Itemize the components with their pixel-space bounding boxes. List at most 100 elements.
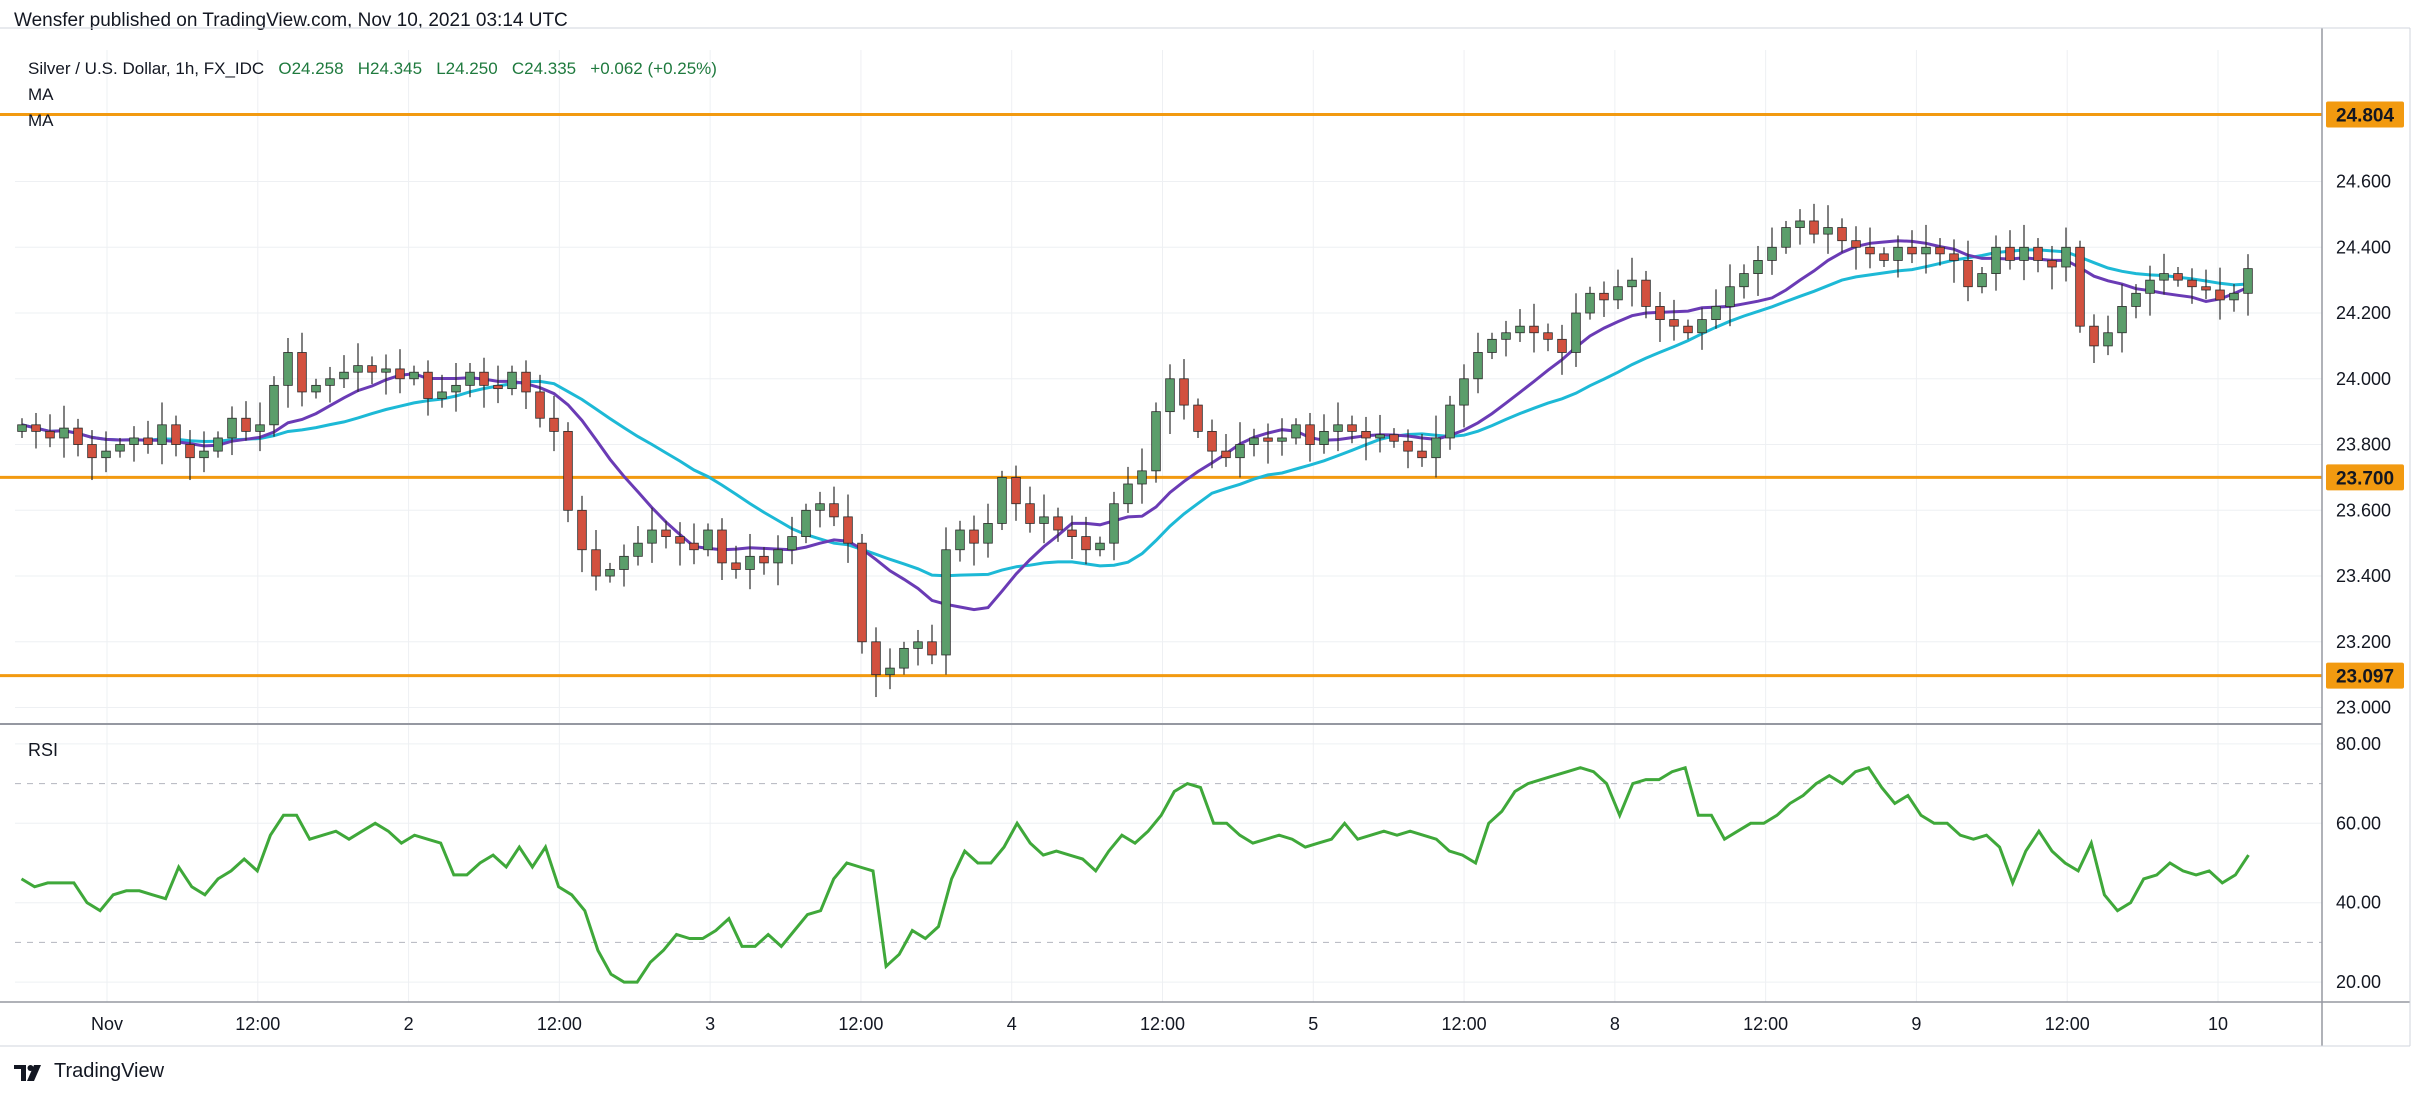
candle [129, 426, 139, 462]
candle [1445, 395, 1455, 450]
publisher-line: Wensfer published on TradingView.com, No… [14, 10, 568, 31]
candle-body [45, 430, 55, 439]
candle [1263, 423, 1273, 464]
candle [1935, 238, 1945, 266]
candle [1501, 320, 1511, 357]
candle-body [745, 555, 755, 570]
candle-body [591, 549, 601, 577]
candle-body [199, 450, 209, 459]
candle [1487, 332, 1497, 360]
candle-body [1529, 325, 1539, 334]
candle [1165, 364, 1175, 435]
candle [241, 401, 251, 441]
candle-body [1445, 404, 1455, 439]
price-tick-label: 23.800 [2336, 435, 2391, 455]
candle-body [577, 509, 587, 551]
candle-body [1809, 220, 1819, 235]
x-tick-label: 12:00 [537, 1014, 582, 1034]
tradingview-logo-icon [14, 1064, 41, 1081]
candle [1907, 230, 1917, 264]
legend-close: C24.335 [511, 59, 577, 78]
candle-body [1207, 430, 1217, 452]
candle [787, 516, 797, 565]
candle-body [2005, 246, 2015, 261]
legend-ma-1[interactable]: MA [28, 85, 54, 104]
candle [1851, 226, 1861, 270]
horizontal-levels [0, 112, 2322, 678]
candle [185, 430, 195, 481]
candle-body [409, 371, 419, 380]
candle-body [87, 444, 97, 459]
candle-body [1025, 503, 1035, 524]
candle-body [1837, 227, 1847, 242]
candle-body [1193, 404, 1203, 432]
candle-body [647, 529, 657, 544]
candle [1151, 402, 1161, 483]
x-tick-label: 3 [705, 1014, 715, 1034]
candle-body [1977, 273, 1987, 288]
candle-body [661, 529, 671, 537]
candle [493, 365, 503, 404]
chart-legend: Silver / U.S. Dollar, 1h, FX_IDC O24.258… [28, 56, 717, 134]
x-tick-label: 12:00 [1442, 1014, 1487, 1034]
candle [381, 354, 391, 395]
candle [1473, 332, 1483, 394]
candle-body [1949, 253, 1959, 261]
candle [2089, 314, 2099, 363]
candle-body [1053, 516, 1063, 531]
ma-fast-line [21, 239, 2249, 612]
candle [2159, 253, 2169, 295]
candle [1277, 418, 1287, 456]
candle-body [773, 549, 783, 564]
candle-body [2019, 246, 2029, 261]
rsi-label: RSI [28, 740, 58, 760]
candle-body [1347, 424, 1357, 432]
candle [45, 414, 55, 448]
candle-body [1081, 536, 1091, 551]
candle [1865, 227, 1875, 269]
tradingview-logo[interactable]: TradingView [14, 1060, 164, 1083]
x-tick-label: 4 [1007, 1014, 1017, 1034]
candle-body [129, 437, 139, 445]
candle-body [675, 536, 685, 544]
candle-body [703, 529, 713, 551]
candle-body [1599, 292, 1609, 301]
candle-body [297, 352, 307, 393]
candle [1025, 486, 1035, 533]
candle-body [983, 523, 993, 544]
candle-body [521, 371, 531, 393]
candle [1123, 466, 1133, 513]
price-level-tag [2326, 464, 2404, 491]
candle [409, 365, 419, 386]
candle-body [1235, 444, 1245, 459]
candle-body [969, 529, 979, 544]
candle [1221, 434, 1231, 467]
candle [2201, 269, 2211, 300]
x-tick-label: 12:00 [235, 1014, 280, 1034]
legend-ma-2[interactable]: MA [28, 111, 54, 130]
price-tick-label: 23.600 [2336, 500, 2391, 520]
candle-body [2075, 246, 2085, 327]
candle [1655, 291, 1665, 342]
candle [1249, 428, 1259, 457]
candle [913, 629, 923, 666]
tradingview-brand: TradingView [54, 1060, 165, 1082]
candle [647, 507, 657, 563]
candle-body [2159, 273, 2169, 281]
candle [437, 374, 447, 408]
candle-body [1571, 312, 1581, 353]
candle [745, 533, 755, 590]
candle [1109, 491, 1119, 561]
candle [255, 402, 265, 452]
candle-body [1095, 542, 1105, 551]
candle [2075, 240, 2085, 333]
candle-body [871, 641, 881, 676]
candle-body [1515, 325, 1525, 334]
ma-slow-line [21, 248, 2249, 578]
candle [801, 503, 811, 544]
candle [983, 503, 993, 558]
candle-body [2215, 289, 2225, 301]
candle [1417, 434, 1427, 467]
candle [1599, 281, 1609, 317]
